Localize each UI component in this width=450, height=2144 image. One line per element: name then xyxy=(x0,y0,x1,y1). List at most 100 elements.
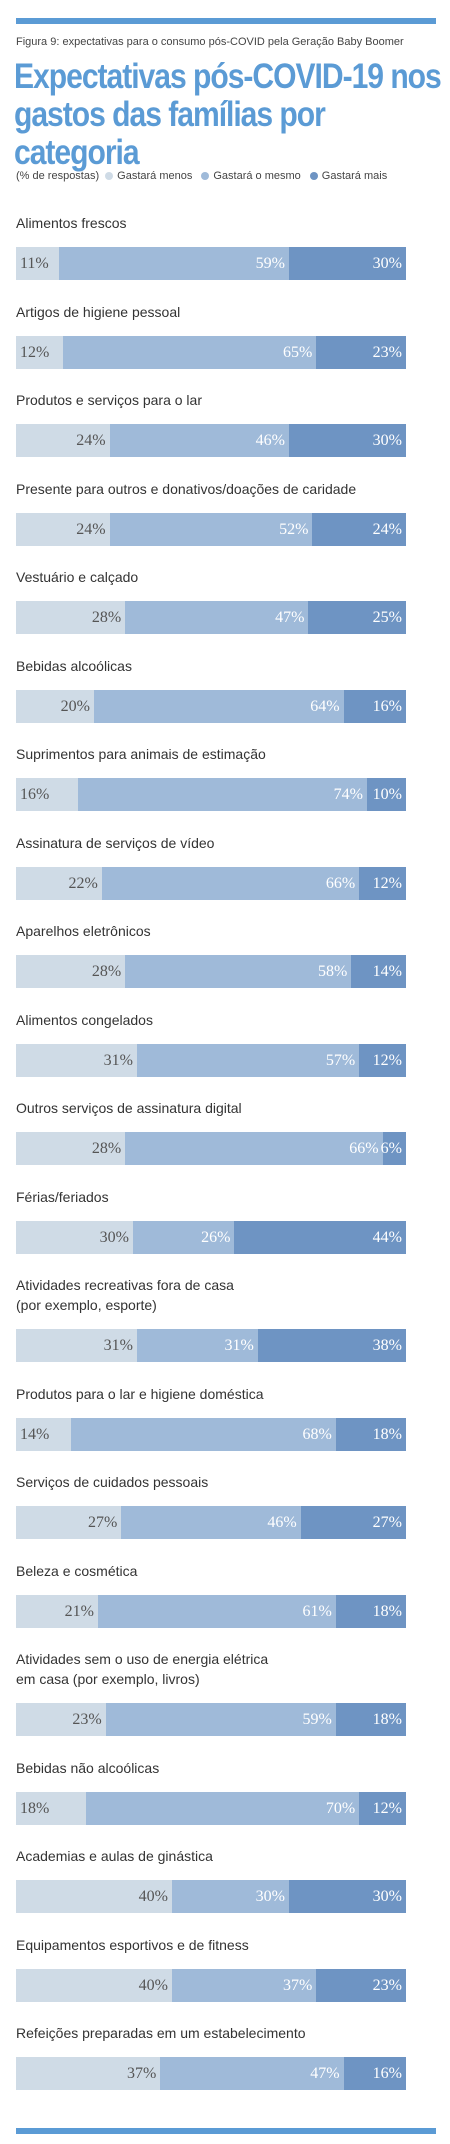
data-label: 61% xyxy=(302,1602,332,1620)
category-label: Atividades sem o uso de energia elétrica xyxy=(16,1651,269,1667)
category-label: Bebidas não alcoólicas xyxy=(16,1759,160,1776)
data-label: 27% xyxy=(87,1514,118,1531)
legend-label-less: Gastará menos xyxy=(117,170,193,182)
data-label: 66% xyxy=(349,1140,379,1157)
data-label: 66% xyxy=(325,874,356,892)
stacked-bar: 28% 47% 25% xyxy=(16,601,406,634)
data-label: 12% xyxy=(20,343,50,361)
bar-segment-same: 61% xyxy=(97,1594,336,1628)
data-label: 26% xyxy=(201,1228,231,1246)
legend-item-more: Gastará mais xyxy=(309,170,388,182)
category-label: Academias e aulas de ginástica xyxy=(16,1848,213,1864)
category-label: Artigos de higiene pessoal xyxy=(16,303,181,320)
bar-segment-more: 6% xyxy=(381,1132,406,1165)
bar-segment-less: 24% xyxy=(16,512,110,546)
data-label: 31% xyxy=(224,1337,254,1354)
data-label: 11% xyxy=(20,255,49,272)
bar-segment-same: 66% xyxy=(101,866,360,900)
category-row: Assinatura de serviços de vídeo 22% 66% 12% xyxy=(16,833,406,900)
category-label: em casa (por exemplo, livros) xyxy=(16,1671,200,1687)
chart-title: Expectativas pós-COVID-19 nos gastos das… xyxy=(14,58,444,172)
category-label: Produtos para o lar e higiene doméstica xyxy=(16,1385,264,1402)
data-label: 28% xyxy=(91,963,122,980)
bar-segment-same: 74% xyxy=(78,778,367,811)
data-label: 23% xyxy=(372,1976,402,1994)
bar-segment-less: 28% xyxy=(16,1132,126,1165)
category-row: Aparelhos eletrônicos 28% 58% 14% xyxy=(16,921,406,988)
bar-segment-more: 18% xyxy=(335,1417,406,1451)
category-row: Produtos e serviços para o lar 24% 46% 30% xyxy=(16,390,406,457)
top-accent-bar xyxy=(16,18,436,24)
data-label: 57% xyxy=(325,1051,356,1069)
bar-segment-more: 23% xyxy=(316,335,406,369)
bar-segment-same: 65% xyxy=(62,335,317,369)
bar-segment-same: 52% xyxy=(109,512,313,546)
category-label: Beleza e cosmética xyxy=(16,1562,138,1579)
data-label: 16% xyxy=(372,697,402,715)
data-label: 30% xyxy=(372,1888,402,1905)
category-label: (por exemplo, esporte) xyxy=(16,1297,157,1313)
category-label: Refeições preparadas em um estabelecimen… xyxy=(16,2025,306,2041)
bar-segment-less: 37% xyxy=(16,2057,161,2090)
bar-segment-less: 11% xyxy=(16,247,59,280)
bar-segment-more: 14% xyxy=(351,955,406,988)
category-label: Suprimentos para animais de estimação xyxy=(16,746,266,762)
category-row: Refeições preparadas em um estabelecimen… xyxy=(16,2023,406,2090)
data-label: 40% xyxy=(138,1888,168,1905)
stacked-bar: 18% 70% 12% xyxy=(16,1791,406,1825)
data-label: 12% xyxy=(372,1051,402,1069)
bar-segment-less: 30% xyxy=(16,1220,133,1254)
bar-segment-less: 12% xyxy=(16,335,63,369)
bar-segment-less: 28% xyxy=(16,955,126,988)
data-label: 12% xyxy=(372,874,402,892)
bar-segment-same: 70% xyxy=(86,1791,360,1825)
bar-segment-more: 24% xyxy=(312,512,406,546)
bar-segment-more: 12% xyxy=(359,866,406,900)
bar-segment-same: 30% xyxy=(172,1880,289,1913)
bar-segment-more: 18% xyxy=(335,1594,406,1628)
data-label: 68% xyxy=(302,1425,332,1443)
stacked-bar: 20% 64% 16% xyxy=(16,689,406,723)
data-label: 18% xyxy=(372,1425,402,1443)
stacked-bar: 40% 30% 30% xyxy=(16,1880,406,1913)
data-label: 22% xyxy=(68,874,98,892)
bar-segment-less: 18% xyxy=(16,1791,87,1825)
category-label: Aparelhos eletrônicos xyxy=(16,923,151,939)
bar-segment-same: 31% xyxy=(136,1329,258,1362)
legend: (% de respostas) Gastará menos Gastará o… xyxy=(16,170,396,182)
data-label: 28% xyxy=(91,609,122,626)
data-label: 59% xyxy=(255,255,285,272)
bar-segment-more: 25% xyxy=(308,601,406,634)
legend-label-same: Gastará o mesmo xyxy=(213,170,301,182)
category-row: Vestuário e calçado 28% 47% 25% xyxy=(16,567,406,634)
bar-segment-more: 23% xyxy=(316,1968,406,2002)
data-label: 24% xyxy=(372,520,402,538)
category-row: Bebidas não alcoólicas 18% 70% 12% xyxy=(16,1758,406,1825)
category-row: Atividades recreativas fora de casa (por … xyxy=(16,1275,406,1362)
bar-segment-less: 14% xyxy=(16,1417,71,1451)
data-label: 27% xyxy=(372,1514,402,1531)
category-label: Alimentos congelados xyxy=(16,1011,153,1028)
data-label: 30% xyxy=(372,255,402,272)
legend-label-more: Gastará mais xyxy=(321,170,388,182)
category-row: Artigos de higiene pessoal 12% 65% 23% xyxy=(16,302,406,369)
category-row: Equipamentos esportivos e de fitness 40% 3… xyxy=(16,1935,406,2002)
bar-segment-more: 18% xyxy=(335,1703,406,1736)
bar-segment-same: 46% xyxy=(109,424,289,457)
data-label: 46% xyxy=(255,432,285,449)
category-row: Beleza e cosmética 21% 61% 18% xyxy=(16,1561,406,1628)
bar-segment-same: 58% xyxy=(125,955,352,988)
data-label: 58% xyxy=(318,963,348,980)
bar-segment-same: 59% xyxy=(105,1703,336,1736)
category-row: Atividades sem o uso de energia elétrica… xyxy=(16,1649,406,1736)
chart-title-line-2: gastos das famílias por categoria xyxy=(14,95,326,172)
data-label: 40% xyxy=(138,1976,168,1994)
stacked-bar: 37% 47% 16% xyxy=(16,2057,406,2090)
bottom-accent-bar xyxy=(16,2128,436,2134)
stacked-bar: 28% 66% 6% xyxy=(16,1132,406,1165)
category-label: Produtos e serviços para o lar xyxy=(16,392,202,408)
category-row: Alimentos frescos 11% 59% 30% xyxy=(16,213,406,280)
stacked-bar: 31% 31% 38% xyxy=(16,1329,406,1362)
category-label: Equipamentos esportivos e de fitness xyxy=(16,1936,249,1953)
category-label: Férias/feriados xyxy=(16,1188,109,1205)
